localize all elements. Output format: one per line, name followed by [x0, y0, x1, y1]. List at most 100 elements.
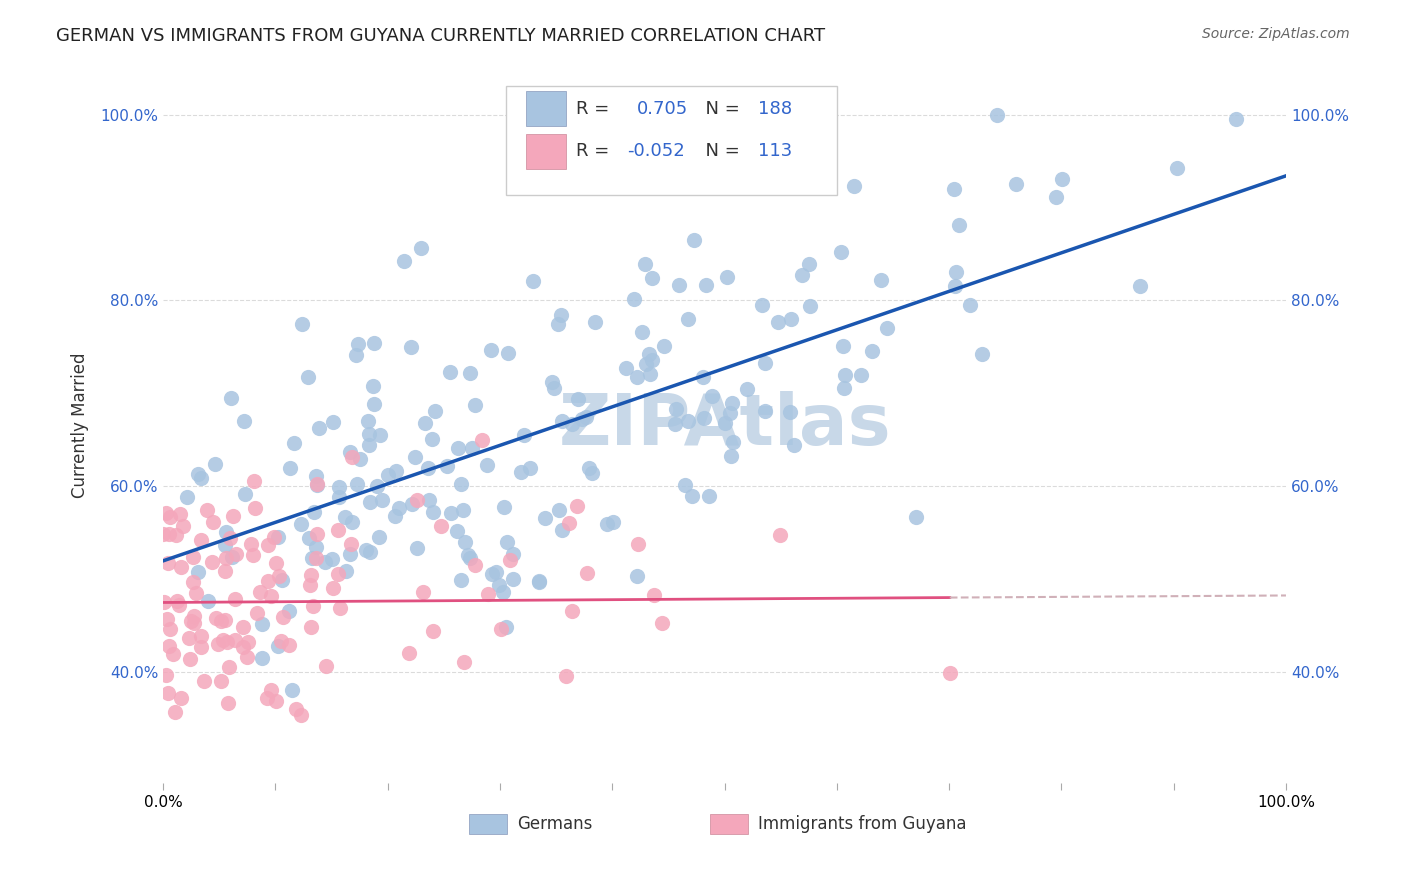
Point: [422, 505, 444, 519]
Text: GERMAN VS IMMIGRANTS FROM GUYANA CURRENTLY MARRIED CORRELATION CHART: GERMAN VS IMMIGRANTS FROM GUYANA CURRENT…: [56, 27, 825, 45]
Point: [766, 315, 789, 329]
Point: [219, 531, 242, 545]
Point: [692, 369, 714, 384]
Text: 188: 188: [758, 100, 793, 118]
Point: [388, 500, 411, 515]
Point: [751, 298, 773, 312]
Point: [641, 271, 664, 285]
Point: [834, 368, 856, 383]
Text: 0.705: 0.705: [637, 100, 689, 118]
FancyBboxPatch shape: [468, 814, 506, 834]
Point: [299, 567, 322, 582]
Text: Germans: Germans: [517, 815, 592, 833]
Point: [305, 540, 328, 554]
Point: [284, 702, 307, 716]
Point: [170, 560, 193, 574]
Point: [488, 578, 510, 592]
Point: [359, 545, 381, 559]
Point: [363, 397, 385, 411]
Point: [754, 356, 776, 370]
Point: [195, 502, 218, 516]
Point: [550, 308, 572, 322]
Point: [830, 244, 852, 259]
Point: [273, 610, 295, 624]
Point: [278, 638, 301, 652]
Point: [256, 690, 278, 705]
Point: [627, 537, 650, 551]
Point: [326, 523, 349, 537]
Point: [301, 599, 323, 613]
Point: [458, 551, 481, 566]
Point: [502, 547, 524, 561]
Point: [308, 421, 330, 435]
Point: [307, 477, 329, 491]
Point: [305, 526, 328, 541]
Point: [187, 467, 209, 481]
Point: [583, 314, 606, 328]
Point: [193, 673, 215, 688]
Point: [415, 416, 437, 430]
Point: [790, 268, 813, 283]
Point: [233, 414, 256, 428]
Point: [578, 460, 600, 475]
Point: [783, 438, 806, 452]
Point: [527, 574, 550, 589]
Point: [626, 369, 648, 384]
Point: [392, 254, 415, 268]
Point: [1166, 161, 1188, 175]
Point: [264, 694, 287, 708]
Point: [720, 449, 742, 463]
Point: [357, 426, 380, 441]
Point: [405, 493, 427, 508]
Point: [328, 480, 350, 494]
Point: [665, 401, 688, 416]
Point: [183, 790, 205, 805]
Point: [321, 551, 343, 566]
Point: [945, 265, 967, 279]
Point: [257, 538, 280, 552]
Point: [450, 477, 472, 491]
Point: [157, 686, 180, 700]
Point: [159, 623, 181, 637]
Point: [278, 461, 301, 475]
Point: [411, 241, 433, 255]
Point: [340, 515, 363, 529]
Point: [948, 218, 970, 232]
Point: [626, 569, 648, 583]
Point: [695, 277, 717, 292]
Point: [668, 278, 690, 293]
Point: [574, 410, 596, 425]
Point: [849, 368, 872, 382]
Point: [683, 233, 706, 247]
Point: [367, 530, 389, 544]
Point: [398, 647, 420, 661]
Text: -0.052: -0.052: [627, 143, 685, 161]
Point: [277, 604, 299, 618]
Point: [190, 640, 212, 654]
Point: [943, 182, 966, 196]
Point: [259, 590, 281, 604]
Point: [152, 527, 174, 541]
Point: [235, 649, 257, 664]
Point: [357, 414, 380, 428]
Point: [163, 706, 186, 720]
Point: [209, 674, 232, 689]
Point: [243, 500, 266, 515]
Point: [179, 651, 201, 665]
Point: [233, 487, 256, 501]
Point: [290, 708, 312, 723]
Point: [959, 297, 981, 311]
Point: [349, 452, 371, 467]
Point: [214, 613, 236, 627]
Point: [453, 655, 475, 669]
Point: [970, 347, 993, 361]
Text: Source: ZipAtlas.com: Source: ZipAtlas.com: [1202, 27, 1350, 41]
Point: [496, 345, 519, 359]
Point: [335, 564, 357, 578]
Point: [346, 476, 368, 491]
Point: [546, 802, 568, 816]
Point: [436, 458, 458, 473]
Point: [157, 527, 180, 541]
Point: [461, 441, 484, 455]
Point: [307, 478, 329, 492]
